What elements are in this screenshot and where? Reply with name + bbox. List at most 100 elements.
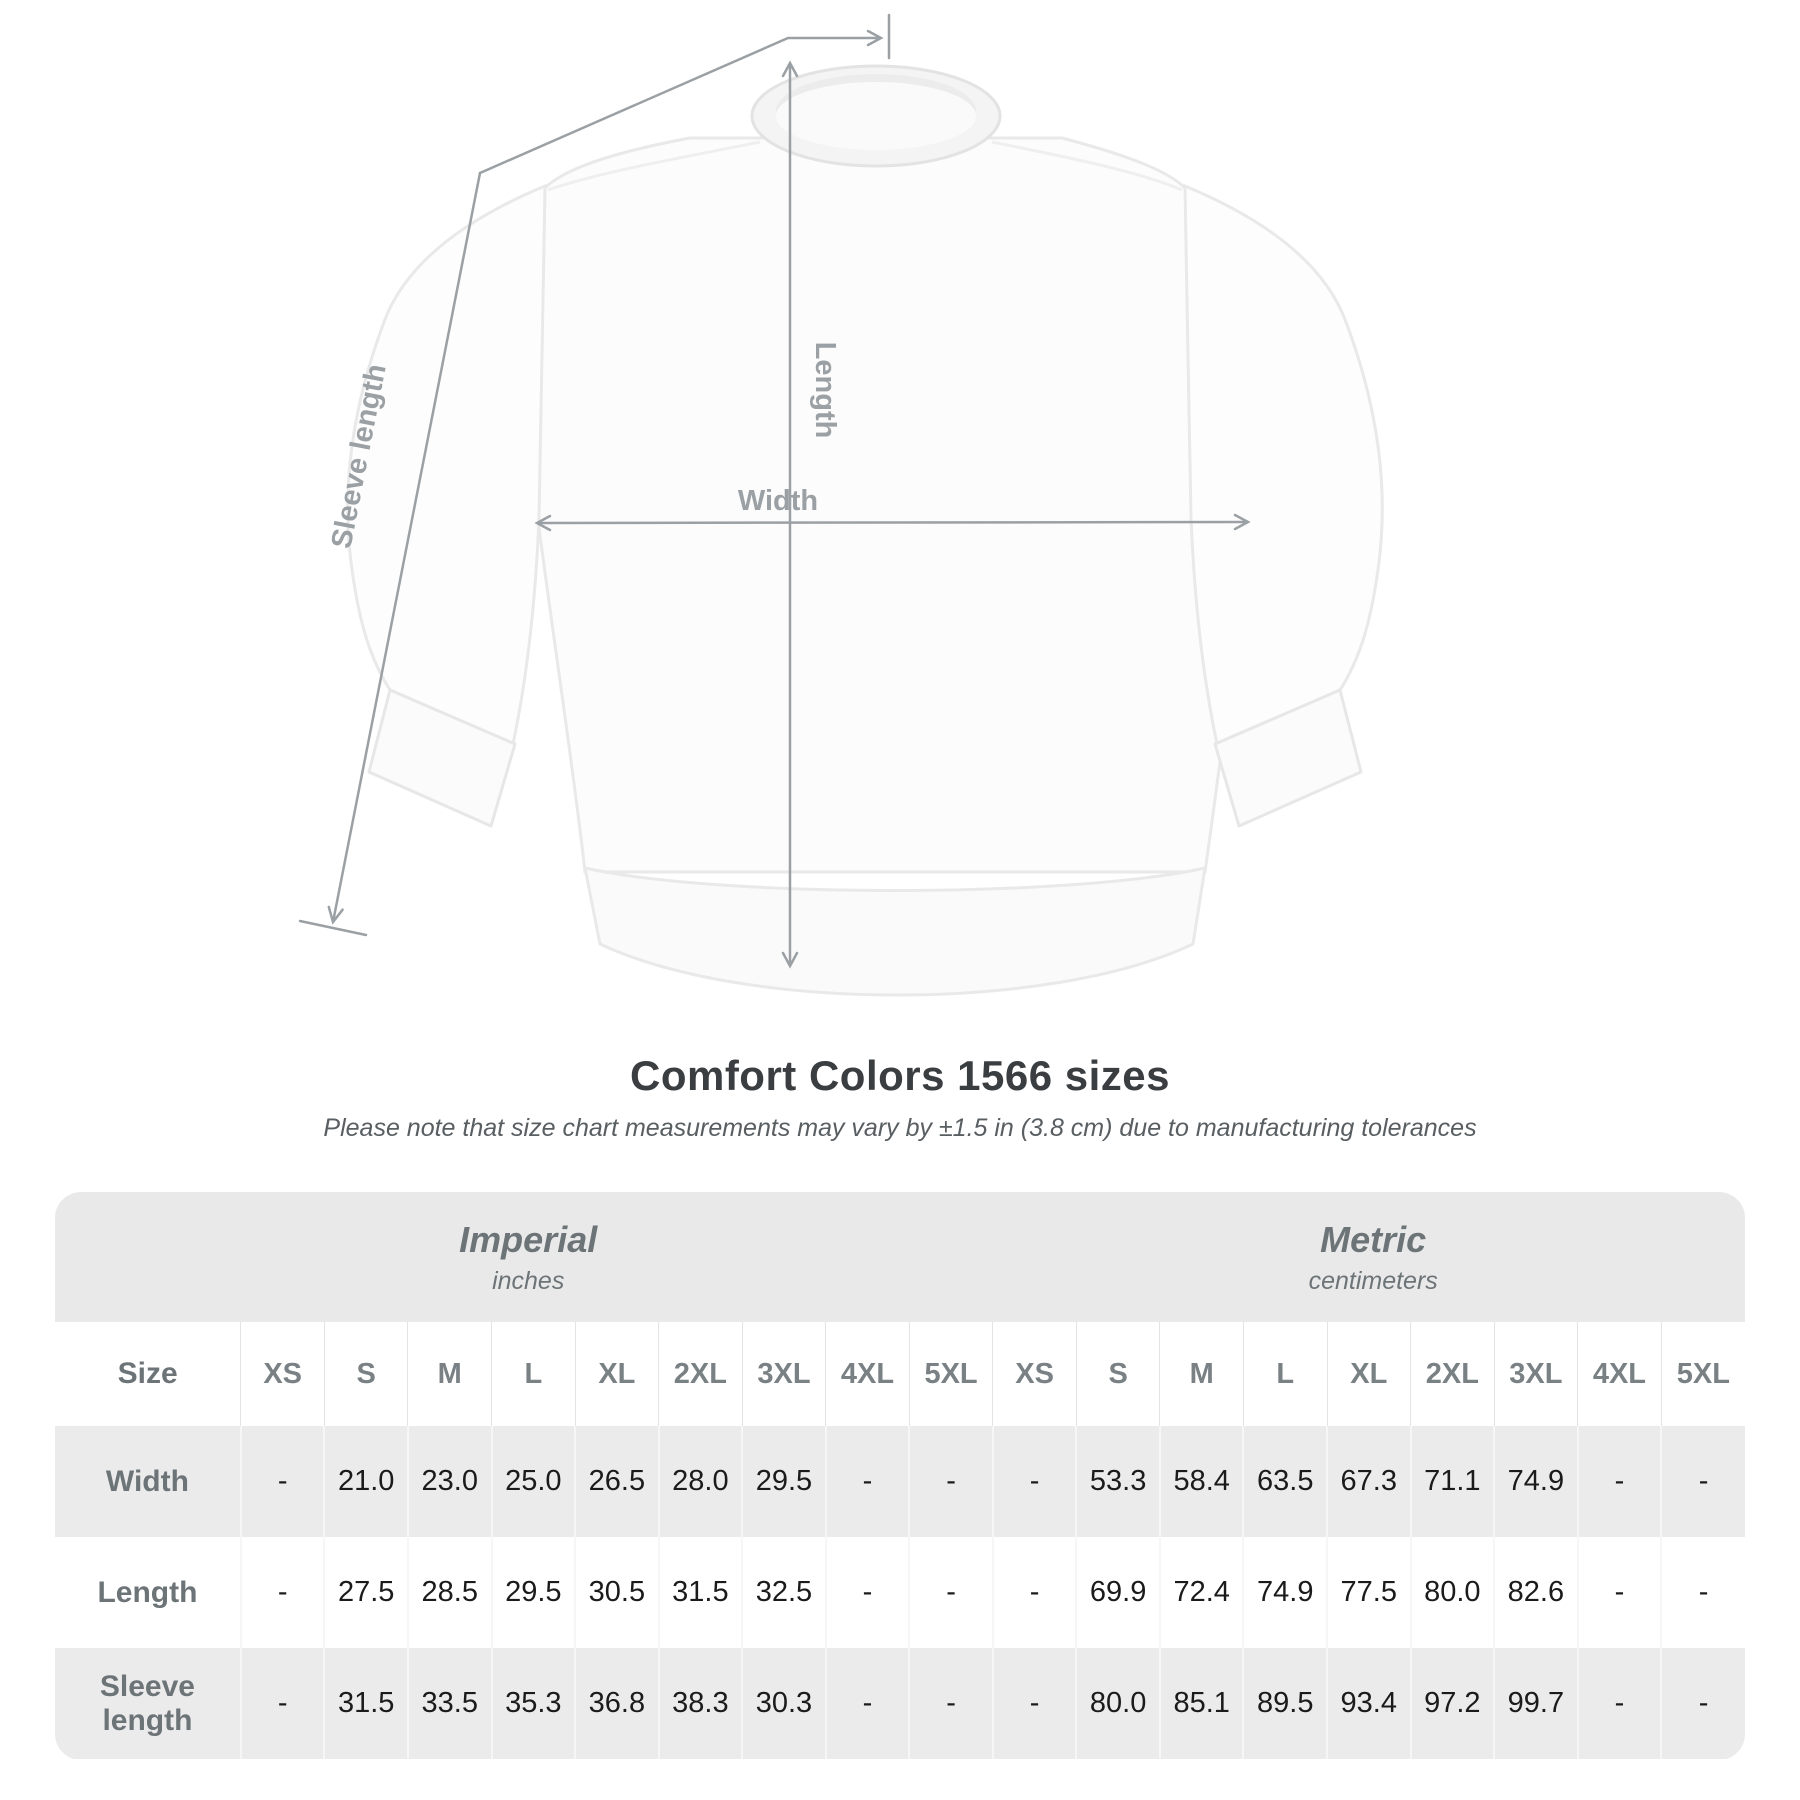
measurement-cell-metric: 85.1 (1158, 1648, 1244, 1759)
imperial-label: Imperial (459, 1218, 598, 1260)
row-label: Width (105, 1464, 189, 1498)
measurement-cell-metric: 80.0 (1075, 1648, 1160, 1759)
measurement-cell-metric: - (1660, 1537, 1745, 1648)
size-col-header-metric: L (1242, 1322, 1327, 1426)
measurement-cell-metric: 97.2 (1409, 1648, 1495, 1759)
measurement-cell-metric: - (991, 1426, 1077, 1537)
measurement-cell-imperial: - (239, 1426, 325, 1537)
imperial-heading: Imperial inches (55, 1192, 1001, 1322)
measurement-cell-metric: 99.7 (1493, 1648, 1578, 1759)
arrowhead-left (534, 514, 552, 532)
measurement-cell-metric: 74.9 (1493, 1426, 1578, 1537)
measurement-cell-imperial: 35.3 (490, 1648, 576, 1759)
arrowhead-right-width (1233, 513, 1251, 531)
size-col-header-metric: 5XL (1660, 1322, 1745, 1426)
width-label: Width (738, 485, 818, 517)
arrowhead-up (781, 60, 799, 78)
size-col-header-imperial: XS (240, 1322, 325, 1426)
tolerance-note: Please note that size chart measurements… (323, 1114, 1477, 1142)
size-col-header-metric: XL (1326, 1322, 1411, 1426)
measurement-cell-imperial: - (239, 1648, 325, 1759)
measurement-lines (298, 13, 1251, 969)
measurement-cell-imperial: 33.5 (406, 1648, 492, 1759)
measurement-cell-metric: - (1576, 1426, 1662, 1537)
measurement-cell-imperial: 30.3 (741, 1648, 826, 1759)
width-line (536, 520, 1249, 525)
size-col-header-metric: XS (992, 1322, 1077, 1426)
measurement-cell-metric: 58.4 (1158, 1426, 1244, 1537)
row-label: Sleeve length (99, 1669, 195, 1737)
size-col-header-imperial: 4XL (825, 1322, 910, 1426)
arrowhead-down-left (327, 905, 344, 925)
sweatshirt-shape (346, 64, 1384, 997)
measurement-cell-imperial: 28.5 (406, 1537, 492, 1648)
sleeve-length-line (331, 171, 482, 924)
arrowhead-right (866, 29, 884, 47)
size-header-row: Size XS S M L XL 2XL 3XL 4XL 5XL XS S M L XL 2XL 3XL 4XL 5… (55, 1322, 1745, 1426)
measurement-cell-metric: 63.5 (1242, 1426, 1327, 1537)
measurement-cell-metric: - (991, 1648, 1077, 1759)
measurement-cell-imperial: 38.3 (657, 1648, 743, 1759)
metric-unit: centimeters (1308, 1266, 1438, 1295)
measurements-table: Size XS S M L XL 2XL 3XL 4XL 5XL XS S M L XL 2XL 3XL 4XL 5… (55, 1322, 1745, 1759)
measurement-cell-metric: 82.6 (1493, 1537, 1578, 1648)
arrowhead-down (781, 951, 799, 969)
table-row: Width -21.0 23.0 25.0 26.5 28.0 29.5- - -53.3 58.… (55, 1426, 1745, 1537)
measurement-cell-imperial: - (908, 1537, 993, 1648)
sweatshirt-diagram: Length Width Sleeve length (298, 13, 1384, 997)
measurement-cell-imperial: 28.0 (657, 1426, 743, 1537)
measurement-cell-metric: 93.4 (1326, 1648, 1411, 1759)
measurement-cell-metric: - (1576, 1537, 1662, 1648)
size-col-header-metric: 3XL (1493, 1322, 1578, 1426)
measurement-cell-imperial: 31.5 (323, 1648, 408, 1759)
sweatshirt-illustration: Length Width Sleeve length (298, 13, 1384, 997)
row-label: Length (97, 1575, 198, 1609)
unit-band: Imperial inches Metric centimeters (55, 1192, 1745, 1322)
measurement-cell-metric: - (1576, 1648, 1662, 1759)
measurement-cell-metric: 71.1 (1409, 1426, 1495, 1537)
sleeve-reference-line (478, 36, 882, 175)
metric-label: Metric (1320, 1218, 1427, 1260)
measurement-cell-metric: 77.5 (1326, 1537, 1411, 1648)
measurement-rows: Width -21.0 23.0 25.0 26.5 28.0 29.5- - -53.3 58.… (55, 1426, 1745, 1759)
table-row: Sleeve length -31.5 33.5 35.3 36.8 38.3 30.3- -… (55, 1648, 1745, 1759)
measurement-cell-metric: - (991, 1537, 1077, 1648)
measurement-cell-imperial: 25.0 (490, 1426, 576, 1537)
measurement-cell-metric: 80.0 (1409, 1537, 1495, 1648)
metric-heading: Metric centimeters (1001, 1192, 1745, 1322)
table-row: Length -27.5 28.5 29.5 30.5 31.5 32.5- - -69.9 72… (55, 1537, 1745, 1648)
size-col-header-imperial: 3XL (741, 1322, 826, 1426)
measurement-cell-metric: 53.3 (1075, 1426, 1160, 1537)
measurement-cell-imperial: - (824, 1648, 910, 1759)
measurement-cell-imperial: - (824, 1426, 910, 1537)
measurement-cell-imperial: 32.5 (741, 1537, 826, 1648)
size-col-header-imperial: 5XL (908, 1322, 993, 1426)
measurement-cell-imperial: 21.0 (323, 1426, 408, 1537)
size-table: Imperial inches Metric centimeters Size X… (55, 1192, 1745, 1760)
measurement-cell-metric: 74.9 (1242, 1537, 1327, 1648)
measurement-cell-imperial: - (908, 1426, 993, 1537)
size-col-header-imperial: 2XL (658, 1322, 743, 1426)
measurement-cell-imperial: - (824, 1537, 910, 1648)
measurement-cell-imperial: - (239, 1537, 325, 1648)
measurement-cell-metric: 89.5 (1242, 1648, 1327, 1759)
measurement-cell-imperial: 36.8 (574, 1648, 659, 1759)
length-label: Length (809, 342, 841, 439)
size-column-title: Size (117, 1357, 178, 1390)
measurement-cell-metric: 69.9 (1075, 1537, 1160, 1648)
measurement-cell-imperial: 29.5 (741, 1426, 826, 1537)
page-title: Comfort Colors 1566 sizes (629, 1052, 1170, 1099)
measurement-cell-imperial: 26.5 (574, 1426, 659, 1537)
measurement-cell-imperial: 29.5 (490, 1537, 576, 1648)
size-col-header-imperial: M (407, 1322, 492, 1426)
size-col-header-imperial: XL (574, 1322, 659, 1426)
size-col-header-metric: 4XL (1577, 1322, 1662, 1426)
size-col-header-imperial: L (491, 1322, 576, 1426)
measurement-cell-metric: 72.4 (1158, 1537, 1244, 1648)
measurement-cell-imperial: 30.5 (574, 1537, 659, 1648)
size-col-header-metric: M (1159, 1322, 1244, 1426)
measurement-cell-imperial: 31.5 (657, 1537, 743, 1648)
size-col-header-metric: S (1075, 1322, 1160, 1426)
measurement-cell-imperial: - (908, 1648, 993, 1759)
measurement-cell-metric: 67.3 (1326, 1426, 1411, 1537)
